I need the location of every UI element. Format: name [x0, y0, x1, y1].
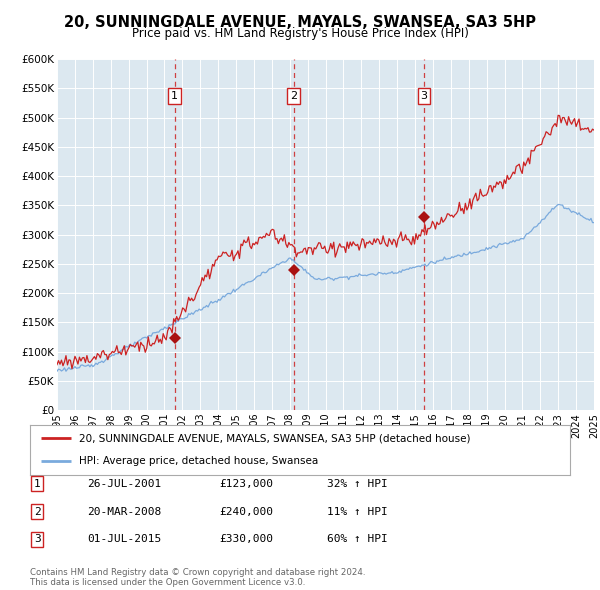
Text: 60% ↑ HPI: 60% ↑ HPI [327, 535, 388, 544]
Text: 3: 3 [34, 535, 41, 544]
Text: 01-JUL-2015: 01-JUL-2015 [87, 535, 161, 544]
Text: Price paid vs. HM Land Registry's House Price Index (HPI): Price paid vs. HM Land Registry's House … [131, 27, 469, 40]
Text: 3: 3 [421, 91, 427, 101]
Text: HPI: Average price, detached house, Swansea: HPI: Average price, detached house, Swan… [79, 457, 318, 467]
Text: 1: 1 [34, 479, 41, 489]
Text: 2: 2 [34, 507, 41, 516]
Text: Contains HM Land Registry data © Crown copyright and database right 2024.
This d: Contains HM Land Registry data © Crown c… [30, 568, 365, 587]
Text: 11% ↑ HPI: 11% ↑ HPI [327, 507, 388, 516]
Text: 1: 1 [171, 91, 178, 101]
Text: 26-JUL-2001: 26-JUL-2001 [87, 479, 161, 489]
Text: £330,000: £330,000 [219, 535, 273, 544]
Text: 20-MAR-2008: 20-MAR-2008 [87, 507, 161, 516]
Text: 20, SUNNINGDALE AVENUE, MAYALS, SWANSEA, SA3 5HP: 20, SUNNINGDALE AVENUE, MAYALS, SWANSEA,… [64, 15, 536, 30]
Text: £240,000: £240,000 [219, 507, 273, 516]
Text: £123,000: £123,000 [219, 479, 273, 489]
Text: 2: 2 [290, 91, 297, 101]
Text: 32% ↑ HPI: 32% ↑ HPI [327, 479, 388, 489]
Text: 20, SUNNINGDALE AVENUE, MAYALS, SWANSEA, SA3 5HP (detached house): 20, SUNNINGDALE AVENUE, MAYALS, SWANSEA,… [79, 433, 470, 443]
